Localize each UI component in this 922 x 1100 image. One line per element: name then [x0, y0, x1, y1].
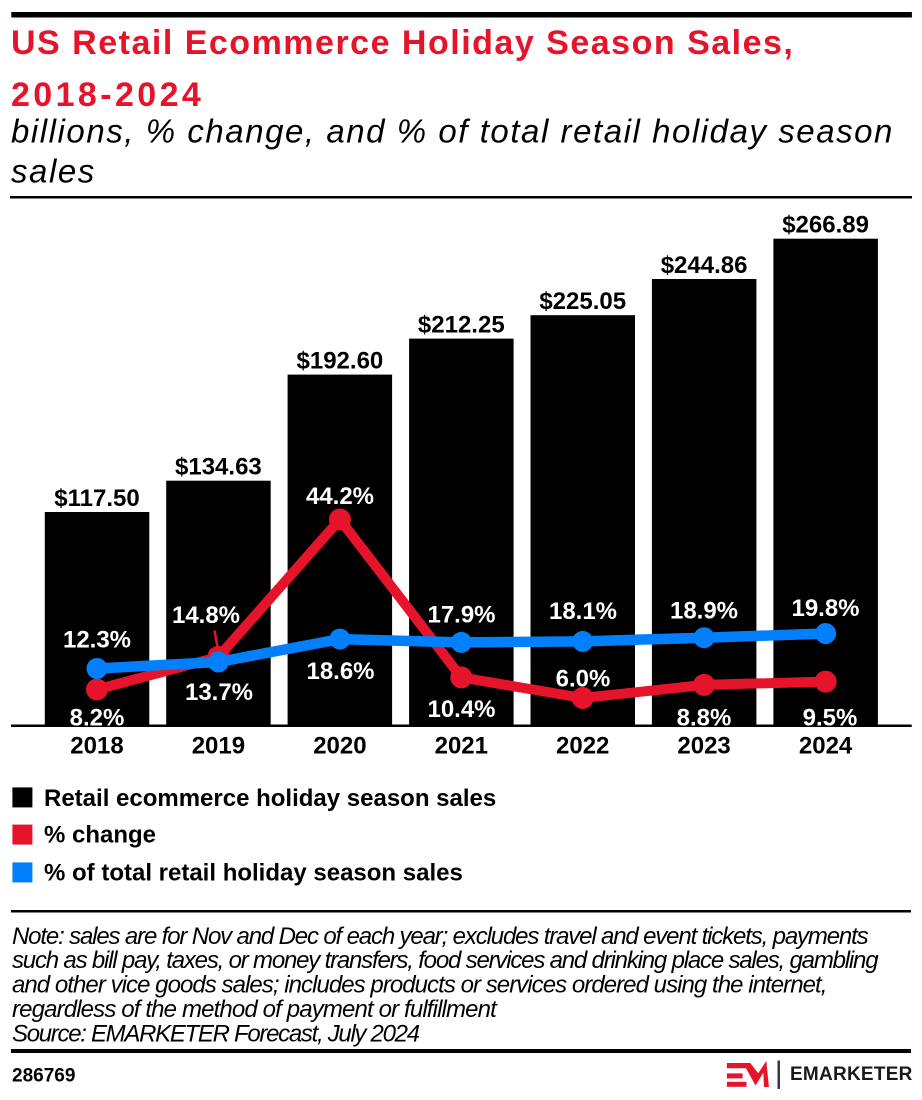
svg-text:$134.63: $134.63: [175, 454, 262, 481]
svg-text:2024: 2024: [799, 733, 853, 760]
svg-text:2021: 2021: [435, 733, 488, 760]
svg-text:2019: 2019: [192, 733, 245, 760]
svg-text:$244.86: $244.86: [661, 252, 748, 279]
svg-text:2023: 2023: [677, 733, 730, 760]
svg-text:13.7%: 13.7%: [185, 679, 253, 706]
svg-text:$212.25: $212.25: [418, 311, 505, 338]
svg-text:US Retail Ecommerce Holiday Se: US Retail Ecommerce Holiday Season Sales…: [11, 24, 794, 62]
svg-text:% change: % change: [44, 822, 156, 849]
svg-text:14.8%: 14.8%: [172, 602, 240, 629]
svg-text:2018-2024: 2018-2024: [11, 76, 204, 114]
svg-text:Source: EMARKETER Forecast, Ju: Source: EMARKETER Forecast, July 2024: [12, 1020, 420, 1047]
svg-text:such as bill pay, taxes, or mo: such as bill pay, taxes, or money transf…: [12, 947, 879, 974]
svg-text:12.3%: 12.3%: [63, 627, 131, 654]
svg-text:billions, % change, and % of t: billions, % change, and % of total retai…: [11, 113, 894, 150]
svg-text:sales: sales: [11, 153, 96, 190]
svg-text:2020: 2020: [313, 733, 366, 760]
svg-text:$225.05: $225.05: [539, 288, 626, 315]
svg-text:18.6%: 18.6%: [306, 658, 374, 685]
svg-text:8.2%: 8.2%: [70, 705, 125, 732]
svg-text:19.8%: 19.8%: [791, 595, 859, 622]
svg-text:18.9%: 18.9%: [670, 597, 738, 624]
svg-text:EMARKETER: EMARKETER: [790, 1064, 913, 1085]
svg-text:18.1%: 18.1%: [549, 598, 617, 625]
svg-text:$266.89: $266.89: [782, 212, 869, 239]
svg-text:Note: sales are for Nov and De: Note: sales are for Nov and Dec of each …: [12, 923, 869, 950]
svg-text:$117.50: $117.50: [54, 485, 139, 512]
svg-text:10.4%: 10.4%: [427, 696, 495, 723]
svg-text:and other vice goods sales; in: and other vice goods sales; includes pro…: [12, 972, 826, 999]
svg-text:regardless of the method of pa: regardless of the method of payment or f…: [12, 996, 498, 1023]
svg-text:17.9%: 17.9%: [427, 602, 495, 629]
svg-text:286769: 286769: [12, 1065, 75, 1086]
svg-text:$192.60: $192.60: [297, 347, 384, 374]
svg-text:% of total retail holiday seas: % of total retail holiday season sales: [44, 860, 463, 887]
svg-text:9.5%: 9.5%: [803, 705, 858, 732]
svg-text:2018: 2018: [70, 733, 123, 760]
svg-text:44.2%: 44.2%: [306, 483, 374, 510]
svg-text:6.0%: 6.0%: [556, 665, 611, 692]
svg-text:Retail ecommerce holiday seaso: Retail ecommerce holiday season sales: [44, 785, 496, 812]
svg-text:8.8%: 8.8%: [677, 705, 732, 732]
svg-text:2022: 2022: [556, 733, 609, 760]
